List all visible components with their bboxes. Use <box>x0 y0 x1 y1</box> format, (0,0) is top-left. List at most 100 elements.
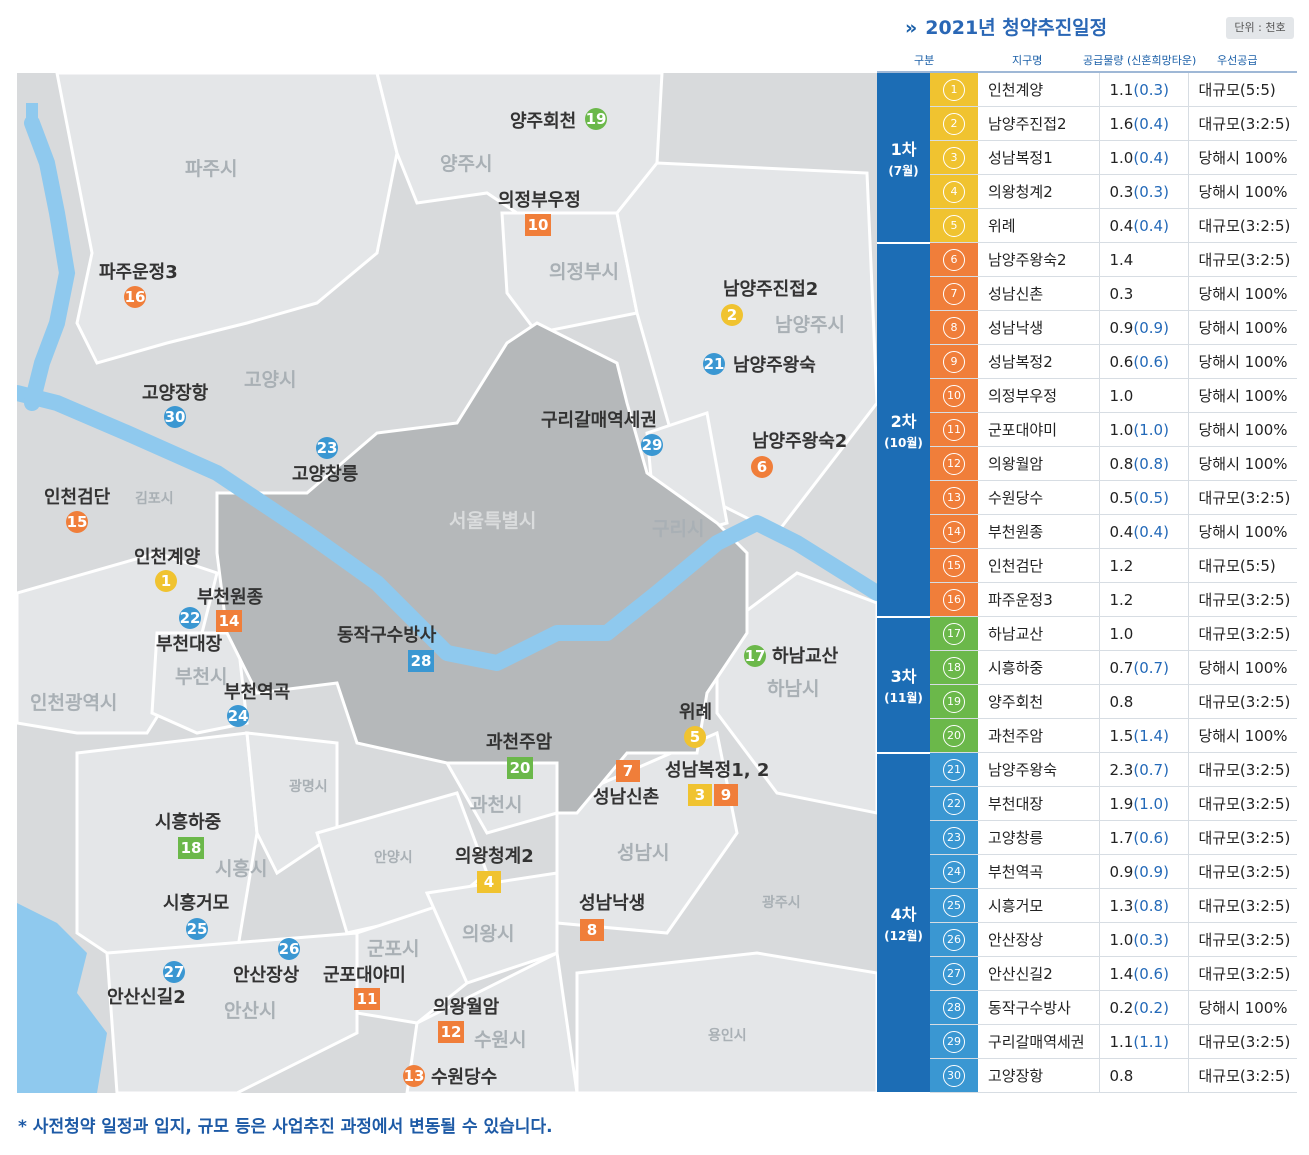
table-row: 1차 (7월) 1 인천계양 1.1(0.3) 대규모(5:5) <box>877 73 1297 244</box>
site-label: 부천대장 <box>156 634 223 655</box>
district-name: 의정부우정 <box>978 378 1100 413</box>
site-marker: 25 <box>186 918 208 940</box>
newlywed-quantity: (0.4) <box>1133 216 1169 235</box>
region-label: 김포시 <box>135 490 174 507</box>
header-phase: 구분 <box>914 54 935 67</box>
svg-text:15: 15 <box>67 513 88 531</box>
site-marker: 22 <box>179 607 201 629</box>
table-row: 9 성남복정2 0.6(0.6) 당해시 100% <box>877 344 1297 379</box>
svg-text:4: 4 <box>484 873 494 891</box>
newlywed-quantity: (1.0) <box>1133 420 1169 439</box>
svg-text:13: 13 <box>404 1067 425 1085</box>
district-name: 과천주암 <box>978 718 1100 753</box>
number-badge: 9 <box>943 350 965 373</box>
newlywed-quantity: (0.7) <box>1133 760 1169 779</box>
quantity-value: 1.0 <box>1109 420 1134 439</box>
svg-text:26: 26 <box>279 940 300 958</box>
number-cell: 9 <box>930 344 978 379</box>
district-name: 수원당수 <box>978 480 1100 515</box>
region-label: 서울특별시 <box>449 510 536 532</box>
region-label: 의왕시 <box>462 923 514 945</box>
region-map: 파주시 양주시 의정부시 남양주시 고양시 김포시 서울특별시 구리시 하남시 … <box>17 73 877 1093</box>
phase-label: 4차 <box>890 905 917 924</box>
number-badge: 15 <box>943 554 965 577</box>
region-label: 의정부시 <box>549 261 619 283</box>
phase-cell: 4차 (12월) <box>877 752 930 1094</box>
table-row: 19 양주회천 0.8 대규모(3:2:5) <box>877 684 1297 719</box>
site-label: 위례 <box>679 702 712 723</box>
site-marker: 24 <box>227 705 249 727</box>
number-badge: 20 <box>943 724 965 747</box>
table-row: 8 성남낙생 0.9(0.9) 당해시 100% <box>877 310 1297 345</box>
table-row: 4 의왕청계2 0.3(0.3) 당해시 100% <box>877 174 1297 209</box>
quantity-value: 0.2 <box>1109 998 1134 1017</box>
newlywed-quantity: (1.1) <box>1133 1032 1169 1051</box>
table-row: 15 인천검단 1.2 대규모(5:5) <box>877 548 1297 583</box>
number-cell: 29 <box>930 1024 978 1059</box>
number-cell: 20 <box>930 718 978 753</box>
newlywed-quantity: (0.3) <box>1133 930 1169 949</box>
svg-text:3: 3 <box>695 786 705 804</box>
region-label: 안산시 <box>224 1000 276 1022</box>
supply-quantity: 1.4(0.6) <box>1099 956 1189 991</box>
district-name: 시흥거모 <box>978 888 1100 923</box>
number-badge: 4 <box>943 180 965 203</box>
priority-supply: 대규모(3:2:5) <box>1188 480 1297 515</box>
district-name: 양주회천 <box>978 684 1100 719</box>
supply-quantity: 1.0(0.4) <box>1099 140 1189 175</box>
site-label: 인천검단 <box>44 487 111 508</box>
site-label: 성남낙생 <box>579 893 645 914</box>
table-row: 20 과천주암 1.5(1.4) 당해시 100% <box>877 718 1297 753</box>
site-label: 의정부우정 <box>498 190 581 211</box>
supply-quantity: 1.1(0.3) <box>1099 73 1189 107</box>
table-row: 23 고양창릉 1.7(0.6) 대규모(3:2:5) <box>877 820 1297 855</box>
site-label: 성남복정1, 2 <box>665 760 769 781</box>
quantity-value: 0.8 <box>1109 692 1134 711</box>
district-name: 군포대야미 <box>978 412 1100 447</box>
table-row: 2차 (10월) 6 남양주왕숙2 1.4 대규모(3:2:5) <box>877 242 1297 618</box>
table-header: 구분 지구명 공급물량 (신혼희망타운) 우선공급 <box>877 46 1297 72</box>
table-row: 5 위례 0.4(0.4) 대규모(3:2:5) <box>877 208 1297 243</box>
number-badge: 10 <box>943 384 965 407</box>
newlywed-quantity: (0.9) <box>1133 862 1169 881</box>
number-badge: 22 <box>943 792 965 815</box>
number-cell: 19 <box>930 684 978 719</box>
site-marker: 4 <box>477 871 501 893</box>
priority-supply: 당해시 100% <box>1188 650 1297 685</box>
supply-quantity: 0.7(0.7) <box>1099 650 1189 685</box>
site-label: 고양장항 <box>142 383 209 404</box>
supply-quantity: 1.6(0.4) <box>1099 106 1189 141</box>
supply-quantity: 0.5(0.5) <box>1099 480 1189 515</box>
schedule-title-text: 2021년 청약추진일정 <box>925 17 1108 39</box>
district-name: 동작구수방사 <box>978 990 1100 1025</box>
number-cell: 21 <box>930 752 978 787</box>
number-cell: 6 <box>930 242 978 277</box>
supply-quantity: 1.5(1.4) <box>1099 718 1189 753</box>
svg-text:24: 24 <box>228 707 249 725</box>
priority-supply: 대규모(3:2:5) <box>1188 820 1297 855</box>
quantity-value: 0.8 <box>1109 1066 1134 1085</box>
number-cell: 13 <box>930 480 978 515</box>
region-label: 광주시 <box>762 894 801 911</box>
region-label: 성남시 <box>617 842 669 864</box>
priority-supply: 당해시 100% <box>1188 990 1297 1025</box>
site-marker: 12 <box>438 1021 464 1043</box>
table-row: 14 부천원종 0.4(0.4) 당해시 100% <box>877 514 1297 549</box>
supply-quantity: 0.2(0.2) <box>1099 990 1189 1025</box>
number-badge: 23 <box>943 826 965 849</box>
phase-month: (12월) <box>884 929 923 943</box>
priority-supply: 당해시 100% <box>1188 276 1297 311</box>
quantity-value: 1.6 <box>1109 114 1134 133</box>
site-label: 군포대야미 <box>323 965 406 986</box>
quantity-value: 1.0 <box>1109 148 1134 167</box>
site-label: 구리갈매역세권 <box>541 409 657 431</box>
number-cell: 7 <box>930 276 978 311</box>
supply-quantity: 1.9(1.0) <box>1099 786 1189 821</box>
site-marker: 21 <box>703 353 725 375</box>
site-label: 성남신촌 <box>593 787 659 808</box>
table-row: 16 파주운정3 1.2 대규모(3:2:5) <box>877 582 1297 617</box>
svg-text:21: 21 <box>704 355 725 373</box>
priority-supply: 대규모(3:2:5) <box>1188 616 1297 651</box>
svg-text:22: 22 <box>180 609 201 627</box>
district-name: 의왕청계2 <box>978 174 1100 209</box>
